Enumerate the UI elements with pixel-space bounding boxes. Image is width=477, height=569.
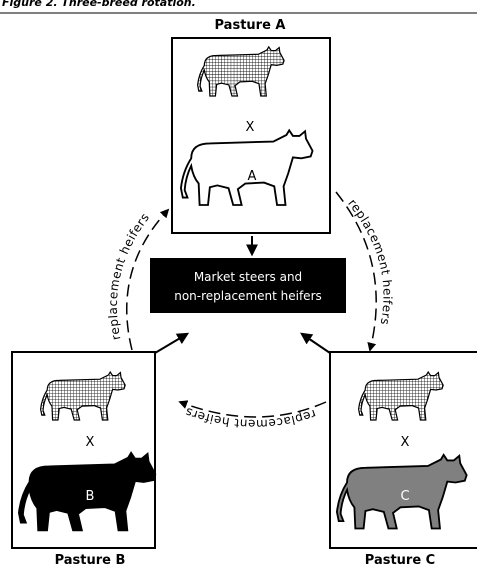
pasture-label: Pasture A (215, 18, 286, 33)
arrow (302, 334, 330, 353)
arc-label: replacement heifers (183, 405, 318, 431)
center-box (150, 258, 346, 313)
diagram: Figure 2. Three-breed rotation. Pasture … (0, 0, 477, 569)
center-text: Market steers and (194, 270, 302, 284)
cross-sign: X (246, 120, 255, 135)
breed-letter: C (400, 489, 409, 504)
page: Figure 2. Three-breed rotation. Pasture … (0, 0, 477, 569)
arc-label: replacement heifers (106, 210, 152, 341)
pasture-label: Pasture C (365, 553, 435, 568)
arc-label-path: replacement heifers (183, 405, 318, 431)
cross-sign: X (401, 435, 410, 450)
center-text: non-replacement heifers (174, 289, 322, 303)
figure-title: Figure 2. Three-breed rotation. (2, 0, 196, 9)
breed-letter: B (86, 489, 95, 504)
breed-letter: A (248, 169, 257, 184)
cross-sign: X (86, 435, 95, 450)
pasture-label: Pasture B (55, 553, 126, 568)
arrow (155, 334, 187, 353)
arc-label-path: replacement heifers (106, 210, 152, 341)
